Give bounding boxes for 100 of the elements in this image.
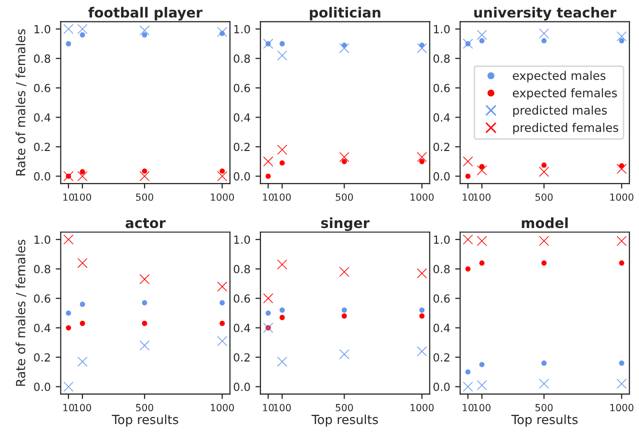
point (462, 156, 473, 167)
point (616, 31, 627, 42)
y-tick-label: 1.0 (34, 24, 50, 34)
x-tick-label: 100 (474, 404, 491, 412)
point (619, 360, 624, 366)
point (476, 236, 487, 246)
point (538, 236, 550, 246)
x-tick-label: 500 (336, 193, 353, 201)
point (277, 50, 288, 61)
point (476, 30, 487, 40)
point (462, 38, 473, 49)
point (619, 260, 624, 266)
legend-label: expected males (512, 70, 606, 82)
point (416, 346, 427, 356)
point (538, 378, 550, 389)
x-tick-label: 100 (274, 404, 291, 412)
x-tick-label: 500 (136, 193, 154, 201)
point (63, 171, 74, 182)
point (80, 320, 86, 326)
x-tick-label: 10 (263, 404, 274, 412)
point (465, 369, 471, 375)
point (280, 160, 285, 166)
y-tick-label: 0.6 (433, 84, 450, 92)
x-tick-label: 100 (74, 193, 92, 201)
point (142, 300, 148, 306)
y-tick-label: 0.4 (433, 113, 450, 122)
y-tick-label: 0.0 (433, 382, 450, 392)
x-tick-label: 10 (63, 404, 74, 412)
chart-title: actor (126, 218, 166, 228)
y-tick-label: 0.4 (34, 324, 50, 332)
point (538, 166, 550, 177)
point (541, 162, 547, 168)
point (342, 158, 347, 164)
point (66, 310, 72, 316)
point (142, 168, 148, 174)
point (77, 24, 88, 34)
x-tick-label: 500 (136, 404, 154, 412)
x-tick-label: 500 (535, 193, 553, 201)
y-tick-label: 1.0 (434, 235, 450, 244)
point (479, 164, 484, 170)
point (541, 360, 547, 366)
y-tick-label: 0.4 (433, 324, 450, 332)
y-tick-label: 0.0 (34, 172, 50, 181)
point (416, 268, 427, 278)
point (339, 152, 350, 162)
x-tick-label: 500 (336, 404, 353, 412)
x-tick-label: 100 (274, 193, 291, 201)
chart-title: singer (321, 217, 370, 231)
point (77, 258, 88, 268)
y-tick-label: 0.6 (234, 84, 250, 92)
y-tick-label: 0.6 (34, 84, 50, 92)
x-tick-label: 1000 (210, 193, 234, 201)
x-tick-label: 500 (535, 404, 553, 412)
x-axis-title: Top results (312, 414, 378, 427)
y-tick-label: 1.0 (234, 235, 250, 244)
y-tick-label: 0.8 (34, 54, 50, 63)
x-tick-label: 10 (462, 404, 474, 412)
point (217, 171, 228, 182)
point (462, 234, 473, 245)
point (142, 320, 148, 326)
point (616, 378, 627, 389)
point (80, 302, 86, 307)
point (541, 38, 547, 44)
point (66, 325, 72, 330)
x-tick-label: 1000 (610, 193, 634, 201)
legend-label: predicted males (513, 106, 607, 117)
point (277, 144, 288, 155)
point (342, 308, 347, 313)
x-axis-title: Top results (511, 414, 578, 427)
point (263, 293, 274, 304)
point (220, 168, 225, 174)
x-tick-label: 10 (462, 193, 474, 201)
point (277, 356, 288, 367)
y-tick-label: 0.6 (234, 294, 250, 303)
point (140, 25, 150, 36)
x-tick-label: 1000 (410, 404, 434, 412)
y-tick-label: 0.8 (234, 54, 250, 63)
point (80, 169, 86, 174)
y-tick-label: 0.4 (234, 113, 250, 122)
y-tick-label: 0.8 (433, 264, 450, 274)
x-tick-label: 1000 (210, 404, 234, 412)
y-tick-label: 0.0 (433, 172, 450, 181)
point (140, 340, 150, 350)
point (217, 26, 228, 37)
point (616, 164, 627, 174)
y-tick-label: 0.2 (234, 142, 250, 152)
x-tick-label: 100 (474, 193, 491, 201)
point (339, 349, 350, 360)
point (479, 362, 484, 368)
point (541, 260, 547, 266)
y-tick-label: 0.4 (234, 324, 250, 332)
legend-label: predicted females (513, 122, 618, 134)
point (63, 24, 74, 34)
y-tick-label: 0.2 (34, 353, 50, 362)
chart-title: model (522, 217, 568, 228)
point (419, 158, 425, 164)
y-tick-label: 0.6 (433, 294, 450, 303)
point (142, 32, 148, 38)
point (66, 41, 72, 46)
point (77, 356, 88, 367)
